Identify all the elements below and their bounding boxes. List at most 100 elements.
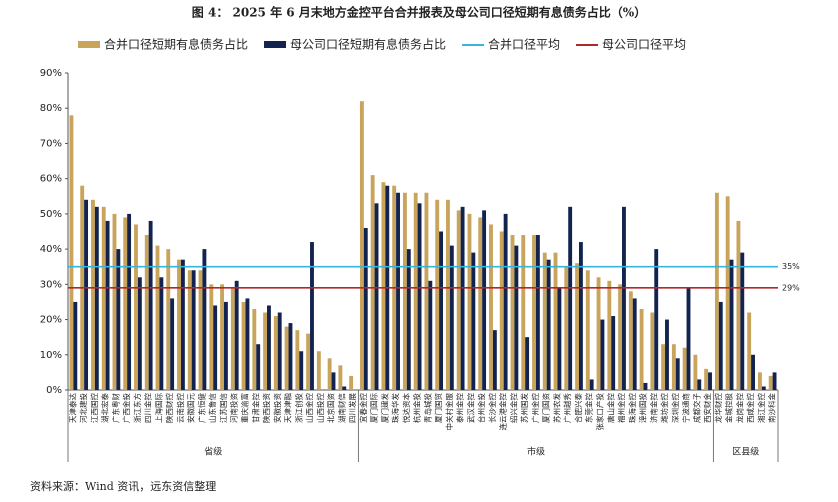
bar (532, 235, 536, 390)
legend-swatch (264, 41, 287, 48)
x-tick-label: 北京国资 (326, 393, 336, 423)
bar (503, 213, 508, 390)
bar (768, 375, 773, 390)
x-tick-label: 厦门国资 (541, 393, 551, 423)
bar (91, 199, 95, 390)
bar (359, 101, 364, 390)
x-tick-label: 云南投控 (175, 393, 185, 423)
y-tick-label: 90% (40, 68, 62, 79)
bar (310, 242, 314, 390)
bar (761, 386, 766, 390)
bar (747, 312, 752, 390)
x-tick-label: 悦达资本 (401, 393, 411, 423)
bar (295, 330, 300, 390)
bar (349, 375, 354, 390)
reference-label: 29% (782, 283, 800, 292)
x-tick-label: 厦门国贸 (433, 393, 443, 423)
group-label: 市级 (527, 446, 545, 458)
x-tick-label: 山西金控 (304, 393, 314, 423)
bar (284, 326, 289, 390)
x-tick-label: 浙江创投 (293, 393, 303, 423)
bar (718, 301, 723, 390)
bar (267, 305, 271, 390)
bar (209, 284, 214, 390)
bar (535, 235, 540, 390)
bar (661, 344, 666, 390)
bar (213, 305, 218, 390)
bar (482, 210, 487, 390)
x-tick-label: 河南投资 (229, 393, 239, 423)
bar (575, 263, 579, 390)
x-tick-label: 珠海华发 (390, 393, 400, 423)
bar (94, 206, 99, 390)
bar (428, 280, 433, 390)
x-tick-label: 泰州金控 (455, 393, 465, 423)
bar (693, 354, 698, 390)
x-tick-label: 合肥兴泰 (573, 393, 583, 423)
bar (546, 259, 551, 390)
bar (413, 192, 418, 390)
y-tick-label: 40% (40, 244, 62, 255)
bar (252, 308, 257, 390)
bar (568, 206, 573, 390)
bar (489, 224, 493, 390)
x-tick-label: 广西金投 (121, 393, 131, 423)
bar (639, 308, 644, 390)
x-tick-label: 四川发展 (347, 393, 357, 423)
x-tick-label: 广东粤财 (110, 393, 120, 423)
x-tick-label: 唐山金控 (605, 393, 615, 423)
bar (740, 252, 745, 390)
x-tick-label: 重庆渝富 (240, 393, 250, 423)
bar (478, 217, 483, 390)
bar (525, 337, 530, 390)
bar (191, 270, 196, 390)
bar (406, 249, 411, 390)
bar (751, 354, 755, 390)
bar (202, 249, 207, 390)
x-tick-label: 广州越秀 (562, 393, 572, 423)
bar (299, 351, 304, 390)
bar (187, 270, 192, 390)
x-tick-label: 成都交子 (691, 393, 701, 423)
x-tick-label: 湖北宏泰 (100, 393, 110, 423)
x-tick-label: 济南金控 (648, 393, 658, 423)
bar (449, 245, 454, 390)
bar (499, 231, 504, 390)
bar (342, 386, 347, 390)
bar (697, 379, 702, 390)
x-tick-label: 湖南财信 (336, 393, 346, 423)
bar (460, 206, 465, 390)
bar (424, 192, 429, 390)
legend-label: 合并口径平均 (488, 37, 560, 52)
x-tick-label: 江西国控 (89, 393, 99, 423)
bar (439, 231, 444, 390)
x-tick-label: 山西投控 (315, 393, 325, 423)
x-tick-label: 上海国际 (153, 393, 163, 423)
group-label: 省级 (204, 446, 222, 458)
x-tick-label: 安徽国元 (186, 393, 196, 423)
x-tick-label: 安徽投资 (272, 393, 282, 423)
x-tick-label: 金城控股 (724, 393, 734, 423)
bar (553, 252, 558, 390)
x-tick-label: 潍坊金控 (659, 393, 669, 423)
bar (180, 259, 185, 390)
bar (84, 199, 89, 390)
x-tick-label: 苏州国发 (519, 393, 529, 423)
x-tick-label: 湘江金控 (756, 393, 766, 423)
bar (363, 227, 368, 390)
bar (675, 358, 680, 390)
legend-label: 母公司口径平均 (602, 38, 686, 52)
x-tick-label: 四川金控 (143, 393, 153, 423)
x-tick-label: 长沙金控 (487, 393, 497, 423)
y-tick-label: 70% (40, 138, 62, 149)
bar (112, 213, 117, 390)
bar (223, 301, 228, 390)
bar (288, 323, 293, 390)
bar (241, 301, 246, 390)
x-tick-label: 厦门国际 (370, 393, 379, 423)
bar (772, 372, 777, 390)
bar (105, 220, 110, 390)
bar (116, 249, 121, 390)
x-tick-label: 连云港金控 (498, 393, 508, 431)
